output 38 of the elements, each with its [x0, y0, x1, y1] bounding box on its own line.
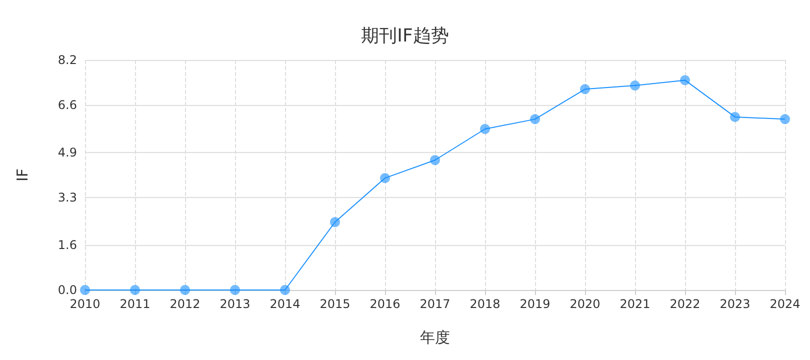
- point: [580, 84, 590, 94]
- x-tick-label: 2020: [570, 297, 600, 311]
- y-tick-label: 8.2: [58, 53, 77, 67]
- point: [380, 173, 390, 184]
- point: [280, 285, 290, 295]
- point: [180, 285, 190, 295]
- y-tick-label: 4.9: [58, 146, 77, 160]
- x-tick-label: 2014: [270, 297, 300, 311]
- x-tick-label: 2024: [770, 297, 800, 311]
- x-tick-label: 2015: [320, 297, 350, 311]
- y-tick-label: 6.6: [58, 98, 77, 112]
- point: [530, 114, 540, 124]
- x-tick-label: 2022: [670, 297, 700, 311]
- point: [130, 285, 140, 295]
- point: [730, 112, 740, 122]
- x-tick-label: 2018: [470, 297, 500, 311]
- x-tick-label: 2016: [370, 297, 400, 311]
- x-tick-label: 2017: [420, 297, 450, 311]
- point: [630, 80, 640, 91]
- y-tick-label: 1.6: [58, 238, 77, 252]
- point: [330, 217, 340, 228]
- point: [430, 155, 440, 166]
- x-tick-label: 2023: [720, 297, 750, 311]
- point: [230, 285, 240, 295]
- x-tick-label: 2012: [170, 297, 200, 311]
- y-tick-label: 3.3: [58, 190, 77, 204]
- y-axis-title: IF: [14, 168, 32, 182]
- x-tick-label: 2011: [120, 297, 150, 311]
- x-tick-label: 2021: [620, 297, 650, 311]
- y-tick-label: 0.0: [58, 283, 77, 297]
- x-tick-label: 2019: [520, 297, 550, 311]
- point: [780, 114, 790, 124]
- point: [480, 124, 490, 134]
- x-tick-label: 2010: [70, 297, 100, 311]
- x-tick-label: 2013: [220, 297, 250, 311]
- x-axis-title: 年度: [420, 328, 450, 346]
- point: [680, 75, 690, 86]
- chart-title: 期刊IF趋势: [361, 26, 449, 46]
